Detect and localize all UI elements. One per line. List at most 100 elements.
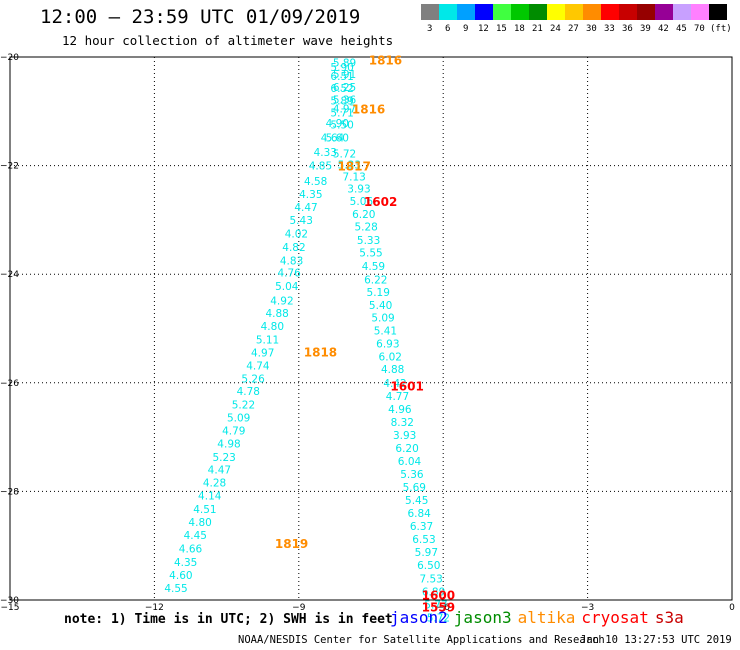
chart-subtitle: 12 hour collection of altimeter wave hei… (62, 33, 394, 48)
wave-height-label: 4.74 (246, 360, 270, 372)
wave-height-label: 4.98 (217, 439, 240, 451)
wave-height-label: 6.51 (330, 71, 353, 83)
wave-height-label: 4.35 (299, 189, 322, 201)
wave-height-label: 4.80 (261, 321, 284, 333)
wave-height-label: 5.97 (415, 547, 438, 559)
wave-height-label: 4.60 (169, 570, 192, 582)
wave-height-label: 4.51 (193, 504, 216, 516)
wave-height-label: 6.22 (364, 275, 387, 287)
wave-height-label: 4.47 (208, 465, 231, 477)
wave-height-label: 6.52 (330, 83, 353, 95)
color-swatch (457, 4, 475, 20)
wave-height-label: 4.78 (237, 386, 260, 398)
chart-title: 12:00 – 23:59 UTC 01/09/2019 (40, 6, 361, 28)
legend-entry: altika (517, 608, 576, 627)
wave-height-label: 4.97 (333, 104, 356, 116)
wave-height-label: 5.72 (333, 149, 356, 161)
wave-height-label: 5.26 (241, 373, 265, 385)
pass-time-label: 1818 (304, 345, 337, 359)
color-swatch (673, 4, 691, 20)
wave-height-label: 4.85 (309, 161, 332, 173)
wave-height-label: 5.45 (405, 495, 428, 507)
color-swatch (493, 4, 511, 20)
wave-height-label: 4.02 (285, 228, 308, 240)
color-scale-label: 3 (427, 24, 433, 34)
color-scale-label: 33 (604, 24, 615, 34)
pass-time-label: 1600 (422, 589, 455, 603)
wave-height-label: 4.35 (174, 557, 197, 569)
color-scale-label: 9 (463, 24, 469, 34)
wave-height-label: 4.88 (265, 308, 288, 320)
wave-height-label: 5.04 (275, 281, 299, 293)
color-scale-unit: (ft) (710, 24, 732, 34)
wave-height-label: 5.40 (369, 300, 392, 312)
wave-height-label: 6.89 (422, 586, 445, 598)
legend-entry: cryosat (581, 608, 649, 627)
y-tick-label: −26 (0, 379, 19, 389)
color-scale-label: 45 (676, 24, 687, 34)
wave-height-label: 4.97 (251, 347, 274, 359)
wave-height-label: 5.90 (330, 62, 353, 74)
wave-height-label: 5.60 (326, 132, 349, 144)
satellite-legend: jason2 jason3 altika cryosat s3a (390, 608, 690, 627)
pass-time-label: 1819 (275, 537, 308, 551)
pass-time-label: 1602 (364, 195, 397, 209)
legend-entry: jason2 (390, 608, 448, 627)
wave-height-label: 6.02 (379, 352, 402, 364)
wave-height-label: 6.20 (352, 209, 375, 221)
pass-time-label: 1601 (390, 380, 423, 394)
wave-height-label: 5.91 (333, 69, 356, 81)
color-scale-label: 39 (640, 24, 651, 34)
wave-height-label: 6.84 (407, 508, 431, 520)
x-tick-label: −3 (581, 603, 594, 613)
wave-height-label: 5.06 (350, 196, 374, 208)
x-tick-label: −6 (437, 603, 451, 613)
color-swatch (709, 4, 727, 20)
wave-height-label: 4.83 (280, 256, 303, 268)
y-tick-label: −30 (0, 596, 19, 606)
y-tick-label: −20 (0, 53, 19, 63)
wave-height-label: 4.79 (222, 426, 245, 438)
footer-note: note: 1) Time is in UTC; 2) SWH is in fe… (64, 612, 393, 627)
color-scale-label: 27 (568, 24, 579, 34)
color-swatch (547, 4, 565, 20)
wave-height-label: 5.36 (400, 469, 424, 481)
wave-height-label: 4.82 (282, 242, 305, 254)
wave-height-label: 4.96 (388, 404, 412, 416)
wave-height-label: 4.76 (277, 268, 301, 280)
wave-height-label: 5.33 (338, 160, 361, 172)
wave-height-label: 5.36 (333, 94, 357, 106)
x-tick-label: −15 (1, 603, 20, 613)
color-scale-label: 15 (496, 24, 507, 34)
wave-height-label: 4.14 (198, 491, 222, 503)
wave-height-label: 5.28 (354, 221, 377, 233)
pass-time-label: 1816 (352, 103, 385, 117)
wave-height-label: 4.90 (326, 118, 349, 130)
color-scale-label: 12 (478, 24, 489, 34)
wave-height-label: 5.09 (227, 413, 250, 425)
wave-height-label: 4.66 (179, 543, 203, 555)
wave-height-label: 5.09 (371, 313, 394, 325)
wave-height-label: 5.33 (357, 235, 380, 247)
color-swatch (529, 4, 547, 20)
wave-height-label: 6.25 (333, 82, 356, 94)
wave-height-label: 7.13 (342, 171, 365, 183)
color-swatch (511, 4, 529, 20)
wave-height-label: 4.55 (164, 583, 187, 595)
y-tick-label: −24 (0, 270, 19, 280)
wave-height-label: 5.89 (330, 95, 353, 107)
wave-height-label: 5.89 (333, 57, 356, 69)
wave-height-label: 4.33 (314, 147, 337, 159)
wave-height-label: 5.55 (359, 247, 382, 259)
credit-line: NOAA/NESDIS Center for Satellite Applica… (238, 634, 605, 646)
wave-height-label: 4.47 (294, 202, 317, 214)
color-swatch (583, 4, 601, 20)
wave-height-label: 4.28 (203, 478, 226, 490)
wave-height-label: 6.53 (412, 534, 435, 546)
color-swatch (421, 4, 439, 20)
wave-height-label: 8.32 (391, 417, 414, 429)
wave-height-label: 5.77 (424, 599, 447, 611)
wave-height-label: 5.71 (330, 107, 353, 119)
wave-height-label: 5.19 (367, 287, 390, 299)
color-scale-label: 18 (514, 24, 525, 34)
